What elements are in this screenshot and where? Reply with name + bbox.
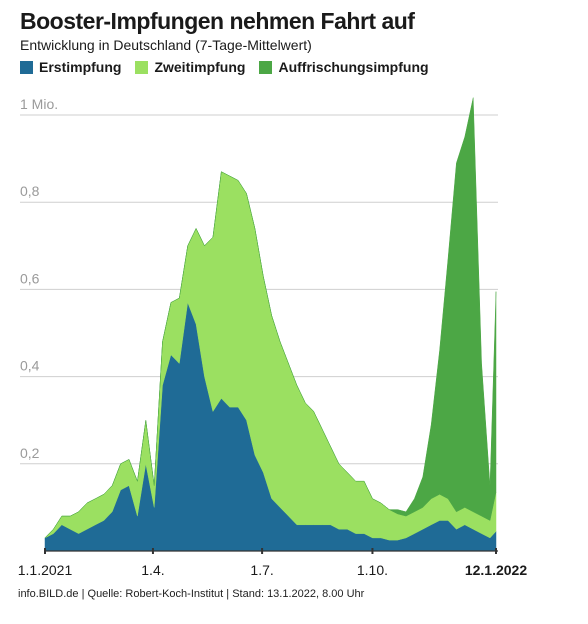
legend-swatch-auff xyxy=(259,60,273,74)
legend-label-erst: Erstimpfung xyxy=(39,59,122,75)
x-tick-label: 12.1.2022 xyxy=(465,562,527,578)
legend-item-auff: Auffrischungsimpfung xyxy=(259,59,429,75)
y-tick-label: 0,6 xyxy=(20,270,40,286)
x-tick-label: 1.10. xyxy=(357,562,388,578)
x-tick-label: 1.4. xyxy=(141,562,164,578)
legend-item-erst: Erstimpfung xyxy=(20,59,121,75)
y-tick-label: 0,4 xyxy=(20,358,40,374)
legend-item-zweit: Zweitimpfung xyxy=(135,59,245,75)
legend-label-zweit: Zweitimpfung xyxy=(154,59,246,75)
legend-label-auff: Auffrischungsimpfung xyxy=(278,59,429,75)
y-tick-label: 1 Mio. xyxy=(20,96,58,112)
legend: Erstimpfung Zweitimpfung Auffrischungsimpf… xyxy=(20,59,429,75)
y-tick-label: 0,2 xyxy=(20,445,40,461)
chart-title: Booster-Impfungen nehmen Fahrt auf xyxy=(20,8,415,34)
y-tick-label: 0,8 xyxy=(20,183,40,199)
x-tick-label: 1.7. xyxy=(250,562,273,578)
legend-swatch-erst xyxy=(20,60,33,74)
x-tick-label: 1.1.2021 xyxy=(18,562,73,578)
legend-swatch-zweit xyxy=(135,60,149,74)
area-auff xyxy=(44,97,497,539)
chart-subtitle: Entwicklung in Deutschland (7-Tage-Mitte… xyxy=(20,37,312,53)
source-footer: info.BILD.de | Quelle: Robert-Koch-Insti… xyxy=(18,588,365,600)
